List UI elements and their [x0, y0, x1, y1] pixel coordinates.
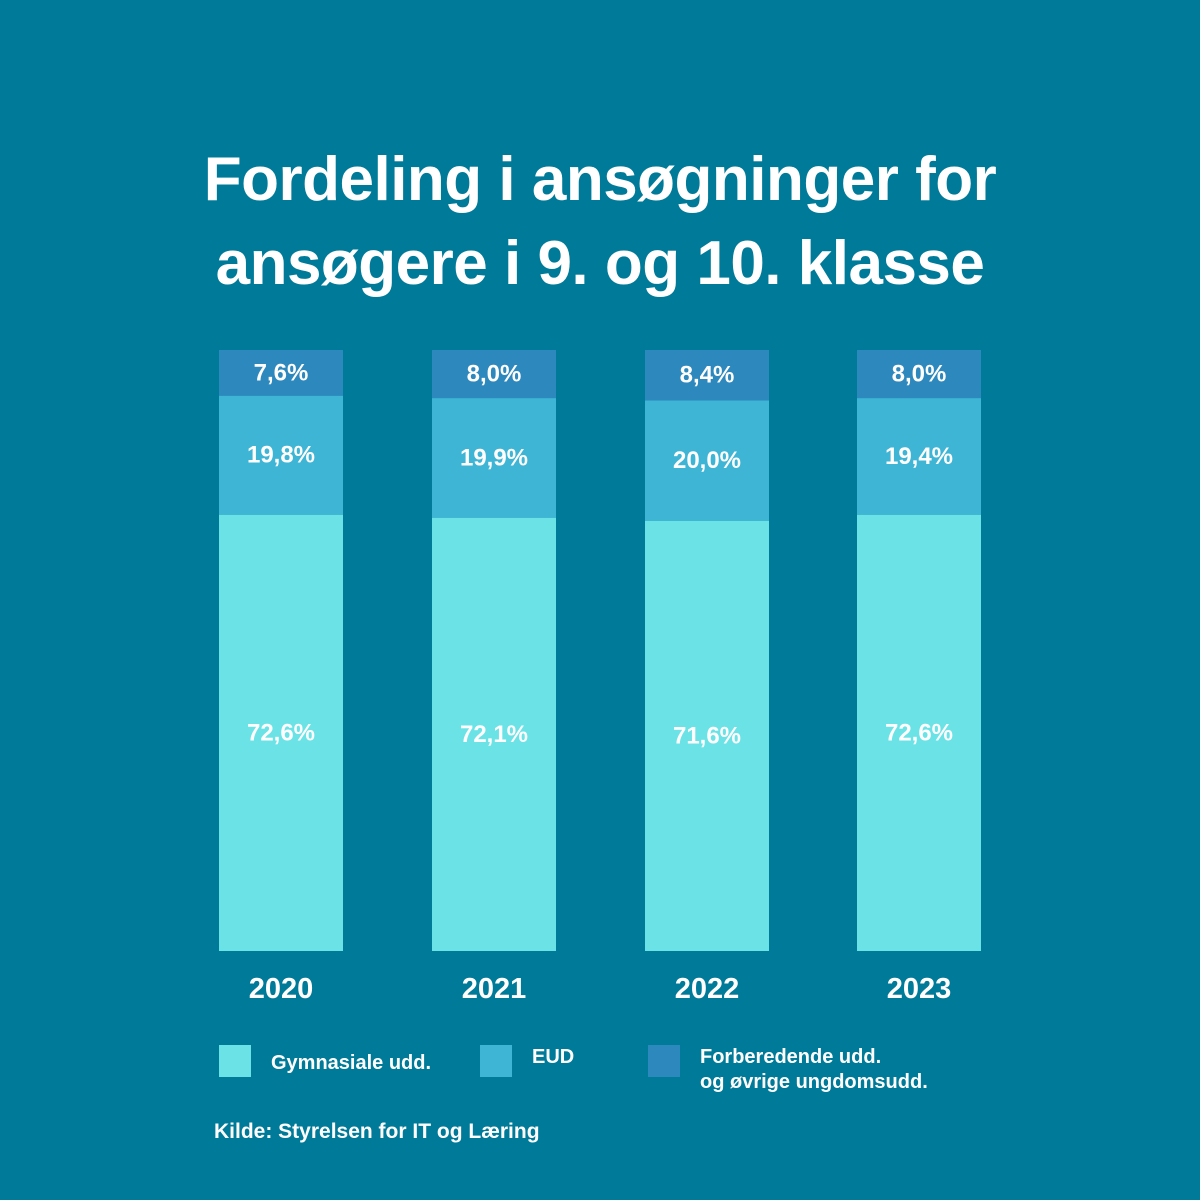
- bar-2020-series-2: [219, 395, 343, 515]
- data-label-2023-series-1: 72,6%: [885, 719, 953, 746]
- bar-2021-series-3: [432, 350, 556, 399]
- source-note: Kilde: Styrelsen for IT og Læring: [214, 1120, 540, 1143]
- bar-2022-series-1: [645, 520, 769, 951]
- bar-2022-series-3: [645, 350, 769, 401]
- bar-2023-series-3: [857, 350, 981, 399]
- x-tick-label-2023: 2023: [887, 973, 952, 1005]
- bar-2021-series-2: [432, 398, 556, 518]
- bar-2020-series-3: [219, 350, 343, 396]
- data-label-2022-series-3: 8,4%: [680, 362, 735, 389]
- data-label-2023-series-3: 8,0%: [892, 361, 947, 388]
- legend-item-eud: EUD: [480, 1045, 574, 1077]
- legend-swatch-eud: [480, 1045, 512, 1077]
- legend-label-gymnasiale: Gymnasiale udd.: [271, 1051, 431, 1076]
- legend-item-forberedende: Forberedende udd. og øvrige ungdomsudd.: [648, 1045, 928, 1095]
- chart-title: Fordeling i ansøgninger for ansøgere i 9…: [0, 138, 1200, 306]
- bar-2021-series-1: [432, 517, 556, 951]
- data-label-2020-series-1: 72,6%: [247, 719, 315, 746]
- chart-title-line-1: Fordeling i ansøgninger for: [203, 145, 997, 214]
- data-label-2021-series-1: 72,1%: [460, 721, 528, 748]
- data-label-2020-series-2: 19,8%: [247, 442, 315, 469]
- x-tick-label-2021: 2021: [462, 973, 527, 1005]
- bar-2020-series-1: [219, 514, 343, 951]
- data-label-2022-series-2: 20,0%: [673, 447, 741, 474]
- data-label-2021-series-3: 8,0%: [467, 361, 522, 388]
- bar-2022-series-2: [645, 400, 769, 521]
- bar-2023-series-1: [857, 514, 981, 951]
- legend-label-forberedende: Forberedende udd. og øvrige ungdomsudd.: [700, 1045, 928, 1095]
- chart-title-line-2: ansøgere i 9. og 10. klasse: [215, 229, 985, 298]
- x-tick-label-2022: 2022: [675, 973, 740, 1005]
- bar-2023-series-2: [857, 398, 981, 515]
- data-label-2023-series-2: 19,4%: [885, 443, 953, 470]
- data-label-2021-series-2: 19,9%: [460, 444, 528, 471]
- legend-label-forberedende-line-2: og øvrige ungdomsudd.: [700, 1071, 928, 1093]
- legend-label-gymnasiale-line-1: Gymnasiale udd.: [271, 1052, 432, 1074]
- data-label-2022-series-1: 71,6%: [673, 722, 741, 749]
- legend-swatch-gymnasiale: [219, 1045, 251, 1077]
- legend-label-forberedende-line-1: Forberedende udd.: [700, 1046, 882, 1068]
- data-label-2020-series-3: 7,6%: [254, 359, 309, 386]
- x-tick-label-2020: 2020: [249, 973, 314, 1005]
- legend-label-eud: EUD: [532, 1045, 574, 1070]
- legend-swatch-forberedende: [648, 1045, 680, 1077]
- legend-label-eud-line-1: EUD: [532, 1046, 575, 1068]
- legend-item-gymnasiale: Gymnasiale udd.: [219, 1045, 431, 1077]
